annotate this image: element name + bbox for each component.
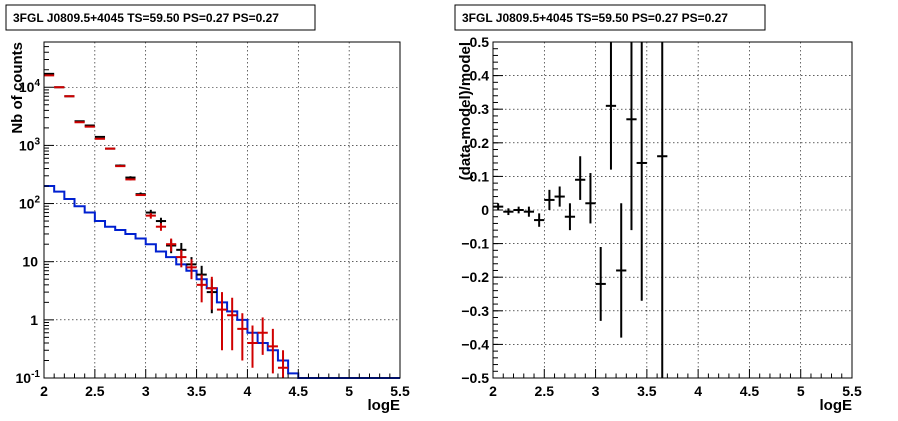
counts-plot-frame <box>43 41 401 379</box>
residual-data-point <box>544 189 555 210</box>
counts-data-point <box>125 178 136 181</box>
residual-panel: 2 2.5 3 3.5 4 4.5 5 5.5 −0.5 −0.4 −0.3 −0.2 −0.1 0 0.1… <box>454 4 862 414</box>
counts-ticks: 2 2.5 3 3.5 4 4.5 5 5.5 10-1 1 10 102 103 104 <box>16 41 410 399</box>
counts-data-point <box>196 274 207 303</box>
residual-y-tick-label: −0.3 <box>461 303 489 319</box>
counts-x-tick-label: 3.5 <box>187 383 207 399</box>
residual-data-point <box>616 203 627 338</box>
residual-y-tick-label: 0 <box>481 202 489 218</box>
counts-y-tick-label: 10 <box>22 254 38 270</box>
residual-x-tick-label: 3 <box>592 383 600 399</box>
residual-data-point <box>503 208 514 216</box>
counts-data-point <box>166 238 177 252</box>
residual-x-tick-label: 2.5 <box>535 383 555 399</box>
counts-x-tick-label: 4 <box>244 383 252 399</box>
counts-data-point <box>44 72 55 75</box>
counts-data-point <box>216 292 228 351</box>
residual-grid <box>493 42 852 378</box>
counts-panel: 2 2.5 3 3.5 4 4.5 5 5.5 10-1 1 10 102 103 104 logE Nb… <box>5 4 410 414</box>
residual-y-tick-label: 0.5 <box>470 34 490 50</box>
residual-y-tick-label: 0.1 <box>470 168 490 184</box>
counts-y-tick-label: 1 <box>30 312 38 328</box>
residual-y-tick-label: −0.5 <box>461 370 489 386</box>
counts-data-point <box>135 194 146 197</box>
residual-y-tick-label: 0.4 <box>470 68 490 84</box>
counts-x-tick-label: 2.5 <box>85 383 105 399</box>
counts-y-axis-label: Nb of counts <box>9 42 26 134</box>
residual-data-point <box>626 42 637 231</box>
counts-title: 3FGL J0809.5+4045 TS=59.50 PS=0.27 PS=0.… <box>13 11 279 25</box>
residual-y-tick-label: −0.2 <box>461 269 489 285</box>
residual-data-point <box>636 42 647 301</box>
residual-x-tick-label: 4.5 <box>740 383 760 399</box>
counts-data-point <box>227 297 238 351</box>
residual-data-point <box>523 206 535 217</box>
residual-title-box <box>454 4 766 31</box>
counts-x-tick-label: 2 <box>40 383 48 399</box>
counts-x-axis-label: logE <box>368 397 401 414</box>
counts-x-tick-label: 5 <box>345 383 353 399</box>
counts-data-point <box>105 147 116 150</box>
counts-data-point <box>237 313 248 361</box>
residual-ticks: 2 2.5 3 3.5 4 4.5 5 5.5 −0.5 −0.4 −0.3 −0.2 −0.1 0 0.1… <box>461 34 862 399</box>
counts-x-tick-label: 4.5 <box>289 383 309 399</box>
residual-data-point <box>493 203 504 210</box>
counts-series <box>44 72 400 379</box>
counts-grid <box>44 42 400 378</box>
residual-y-tick-label: 0.2 <box>470 135 490 151</box>
counts-data-point <box>94 135 106 138</box>
residual-title: 3FGL J0809.5+4045 TS=59.50 PS=0.27 PS=0.… <box>462 11 728 25</box>
residual-x-axis-label: logE <box>820 397 853 414</box>
counts-y-tick-label: 103 <box>19 136 41 153</box>
residual-x-tick-label: 2 <box>489 383 497 399</box>
residual-data-point <box>657 42 668 378</box>
residual-x-tick-label: 5 <box>797 383 805 399</box>
counts-data-point <box>277 350 289 378</box>
residual-data-point <box>605 42 617 170</box>
residual-data-point <box>564 203 576 231</box>
residual-y-tick-label: −0.4 <box>461 336 489 352</box>
counts-data-point <box>247 325 258 368</box>
counts-data-point <box>206 276 217 310</box>
counts-y-tick-label: 10-1 <box>16 369 41 386</box>
counts-data-point <box>257 317 268 355</box>
counts-y-tick-label: 104 <box>19 78 41 95</box>
counts-data-point <box>145 212 156 219</box>
counts-x-tick-label: 5.5 <box>390 383 410 399</box>
residual-data-point <box>534 213 545 227</box>
residual-x-tick-label: 5.5 <box>842 383 862 399</box>
residual-data-point <box>513 206 524 214</box>
residual-y-axis-label: (data-model)/model <box>457 42 474 180</box>
counts-y-tick-label: 102 <box>19 195 41 212</box>
residual-x-tick-label: 3.5 <box>637 383 657 399</box>
residual-y-tick-label: −0.1 <box>461 236 489 252</box>
counts-data-point <box>176 249 187 268</box>
residual-x-tick-label: 4 <box>694 383 702 399</box>
counts-title-box <box>5 4 316 31</box>
counts-data-point <box>155 223 167 231</box>
residual-y-tick-label: 0.3 <box>470 101 490 117</box>
counts-data-point <box>115 165 126 168</box>
counts-x-tick-label: 3 <box>142 383 150 399</box>
residual-data-point <box>595 246 606 321</box>
counts-data-point <box>186 259 197 280</box>
residual-series <box>493 42 668 378</box>
residual-data-point <box>585 173 596 224</box>
residual-data-point <box>575 156 586 200</box>
counts-data-point <box>267 328 278 374</box>
residual-data-point <box>554 186 565 207</box>
